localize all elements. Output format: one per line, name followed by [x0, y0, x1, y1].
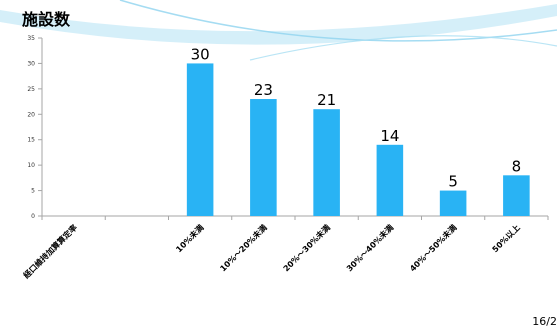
x-tick-label: 10%未満 [174, 222, 206, 254]
bar [313, 109, 340, 216]
x-tick-label: 10%～20%未満 [218, 222, 269, 273]
y-tick-label: 35 [27, 35, 35, 42]
y-tick-label: 20 [27, 111, 35, 118]
y-axis: 0 5 10 15 20 25 30 35 [27, 35, 43, 220]
x-axis: 経口維持加算算定率 10%未満 10%～20%未満 20%～30%未満 30%～40%未… [21, 215, 549, 280]
y-tick-label: 30 [27, 60, 35, 67]
y-tick-label: 10 [27, 162, 35, 169]
y-tick-label: 15 [27, 137, 35, 144]
bar [439, 190, 467, 216]
data-label: 5 [448, 173, 458, 191]
header-swoosh-decoration [0, 0, 557, 61]
chart-title: 施設数 [22, 10, 71, 29]
bar [503, 175, 530, 216]
data-labels: 30 23 21 14 5 8 [191, 45, 522, 190]
bar [186, 63, 214, 216]
x-tick-label: 40%～50%未満 [407, 222, 458, 273]
bar-series [186, 63, 530, 216]
data-label: 8 [512, 157, 522, 175]
x-tick-label: 経口維持加算算定率 [21, 222, 79, 280]
y-tick-label: 0 [31, 213, 35, 220]
x-tick-label: 50%以上 [490, 222, 522, 254]
y-tick-label: 5 [31, 188, 35, 195]
x-tick-label: 30%～40%未満 [344, 222, 395, 273]
bar [250, 99, 277, 216]
data-label: 21 [317, 91, 336, 109]
data-label: 30 [191, 45, 210, 63]
data-label: 23 [254, 81, 273, 99]
data-label: 14 [380, 127, 399, 145]
y-tick-label: 25 [27, 86, 35, 93]
x-tick-label: 20%～30%未満 [281, 222, 332, 273]
page-number: 16/2 [532, 315, 557, 328]
bar [376, 144, 404, 216]
